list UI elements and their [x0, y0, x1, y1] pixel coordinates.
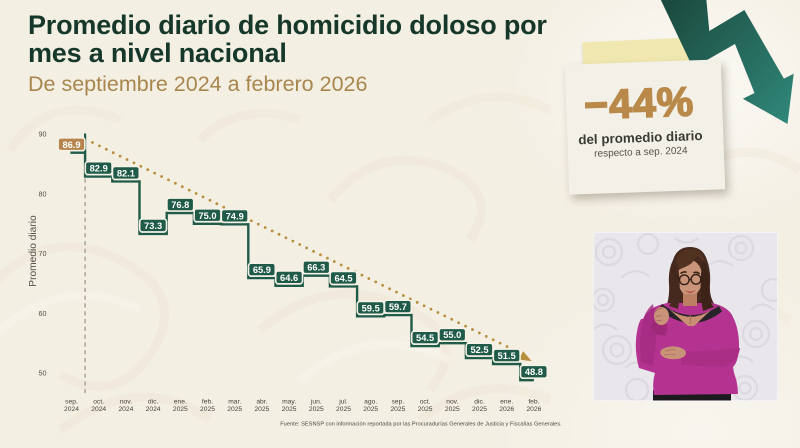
svg-text:2026: 2026: [499, 406, 514, 413]
svg-text:2024: 2024: [64, 406, 79, 413]
svg-text:48.8: 48.8: [525, 367, 543, 377]
svg-text:ene.: ene.: [500, 398, 513, 405]
svg-text:80: 80: [39, 189, 47, 198]
svg-text:86.9: 86.9: [62, 140, 80, 150]
svg-text:82.1: 82.1: [117, 168, 135, 178]
svg-text:51.5: 51.5: [498, 351, 516, 361]
svg-text:2025: 2025: [282, 406, 297, 413]
svg-text:2024: 2024: [146, 406, 161, 413]
svg-text:64.6: 64.6: [280, 273, 298, 283]
svg-text:59.7: 59.7: [389, 302, 407, 312]
svg-text:dic.: dic.: [474, 398, 485, 405]
svg-text:60: 60: [39, 309, 47, 318]
svg-text:2025: 2025: [227, 406, 242, 413]
svg-text:2025: 2025: [390, 406, 405, 413]
svg-text:Promedio diario: Promedio diario: [28, 215, 39, 287]
svg-text:66.3: 66.3: [307, 263, 325, 273]
svg-text:2025: 2025: [363, 406, 378, 413]
svg-text:52.5: 52.5: [470, 345, 488, 355]
svg-text:2025: 2025: [445, 406, 460, 413]
svg-text:feb.: feb.: [528, 398, 539, 405]
svg-text:jun.: jun.: [310, 398, 322, 405]
svg-text:2025: 2025: [200, 406, 215, 413]
svg-text:75.0: 75.0: [198, 211, 216, 221]
svg-text:2025: 2025: [336, 406, 351, 413]
svg-text:2025: 2025: [472, 406, 487, 413]
svg-text:nov.: nov.: [120, 398, 132, 405]
svg-text:74.9: 74.9: [226, 211, 244, 221]
svg-text:59.5: 59.5: [362, 303, 380, 313]
svg-text:90: 90: [39, 130, 47, 139]
svg-text:50: 50: [39, 369, 47, 378]
svg-text:2024: 2024: [118, 406, 133, 413]
svg-text:70: 70: [39, 249, 47, 258]
svg-text:Fuente: SESNSP con información: Fuente: SESNSP con información reportada…: [280, 422, 562, 428]
svg-text:64.5: 64.5: [334, 274, 352, 284]
svg-text:65.9: 65.9: [253, 265, 271, 275]
svg-text:82.9: 82.9: [90, 164, 108, 174]
svg-text:feb.: feb.: [202, 398, 213, 405]
svg-text:54.5: 54.5: [416, 333, 434, 343]
svg-text:oct.: oct.: [420, 398, 431, 405]
svg-text:nov.: nov.: [446, 398, 458, 405]
svg-text:2025: 2025: [254, 406, 269, 413]
svg-text:mar.: mar.: [228, 398, 241, 405]
svg-text:sep.: sep.: [392, 398, 405, 405]
svg-text:2025: 2025: [418, 406, 433, 413]
svg-text:73.3: 73.3: [144, 221, 162, 231]
svg-text:55.0: 55.0: [443, 330, 461, 340]
svg-text:jul.: jul.: [338, 398, 348, 405]
svg-text:2026: 2026: [526, 406, 541, 413]
svg-text:oct.: oct.: [93, 398, 104, 405]
svg-text:2025: 2025: [309, 406, 324, 413]
svg-text:sep.: sep.: [65, 398, 78, 405]
svg-text:ago.: ago.: [364, 398, 377, 405]
svg-text:2025: 2025: [173, 406, 188, 413]
svg-text:dic.: dic.: [148, 398, 159, 405]
svg-text:may.: may.: [282, 398, 296, 405]
svg-text:ene.: ene.: [174, 398, 187, 405]
svg-text:76.8: 76.8: [171, 200, 189, 210]
svg-text:abr.: abr.: [256, 398, 267, 405]
svg-text:2024: 2024: [91, 406, 106, 413]
